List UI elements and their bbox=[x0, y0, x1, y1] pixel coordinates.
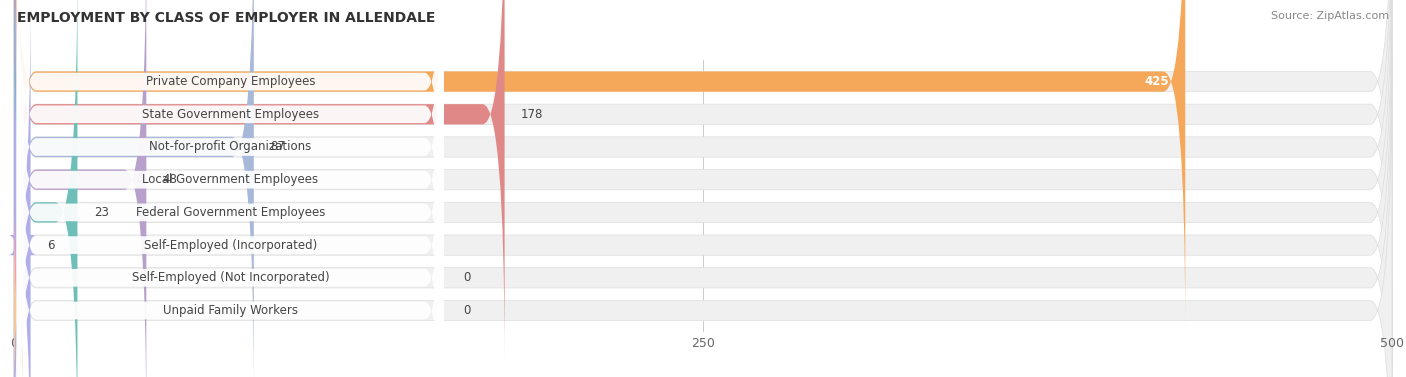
Text: Local Government Employees: Local Government Employees bbox=[142, 173, 318, 186]
FancyBboxPatch shape bbox=[17, 90, 444, 377]
FancyBboxPatch shape bbox=[14, 59, 1392, 377]
FancyBboxPatch shape bbox=[14, 0, 254, 377]
FancyBboxPatch shape bbox=[14, 0, 1185, 333]
Text: 0: 0 bbox=[463, 271, 471, 284]
Text: 87: 87 bbox=[270, 141, 285, 153]
Text: State Government Employees: State Government Employees bbox=[142, 108, 319, 121]
Text: Unpaid Family Workers: Unpaid Family Workers bbox=[163, 304, 298, 317]
Text: 425: 425 bbox=[1144, 75, 1168, 88]
Text: Self-Employed (Not Incorporated): Self-Employed (Not Incorporated) bbox=[132, 271, 329, 284]
Text: Self-Employed (Incorporated): Self-Employed (Incorporated) bbox=[143, 239, 316, 251]
FancyBboxPatch shape bbox=[14, 0, 146, 377]
FancyBboxPatch shape bbox=[17, 25, 444, 377]
Text: Federal Government Employees: Federal Government Employees bbox=[136, 206, 325, 219]
FancyBboxPatch shape bbox=[14, 190, 22, 366]
Text: Private Company Employees: Private Company Employees bbox=[146, 75, 315, 88]
FancyBboxPatch shape bbox=[17, 0, 444, 334]
FancyBboxPatch shape bbox=[17, 0, 444, 367]
FancyBboxPatch shape bbox=[14, 0, 1392, 377]
Text: 6: 6 bbox=[48, 239, 55, 251]
FancyBboxPatch shape bbox=[14, 0, 505, 366]
FancyBboxPatch shape bbox=[17, 0, 444, 377]
Text: EMPLOYMENT BY CLASS OF EMPLOYER IN ALLENDALE: EMPLOYMENT BY CLASS OF EMPLOYER IN ALLEN… bbox=[17, 11, 436, 25]
FancyBboxPatch shape bbox=[17, 58, 444, 377]
Text: 178: 178 bbox=[522, 108, 544, 121]
FancyBboxPatch shape bbox=[14, 0, 1392, 377]
Text: Not-for-profit Organizations: Not-for-profit Organizations bbox=[149, 141, 312, 153]
FancyBboxPatch shape bbox=[8, 0, 37, 377]
Text: Source: ZipAtlas.com: Source: ZipAtlas.com bbox=[1271, 11, 1389, 21]
FancyBboxPatch shape bbox=[14, 0, 77, 377]
FancyBboxPatch shape bbox=[14, 0, 1392, 377]
FancyBboxPatch shape bbox=[14, 0, 1392, 377]
Text: 0: 0 bbox=[463, 304, 471, 317]
FancyBboxPatch shape bbox=[14, 0, 1392, 333]
Text: 48: 48 bbox=[163, 173, 177, 186]
FancyBboxPatch shape bbox=[17, 0, 444, 377]
FancyBboxPatch shape bbox=[17, 0, 444, 302]
FancyBboxPatch shape bbox=[14, 26, 1392, 377]
FancyBboxPatch shape bbox=[14, 0, 1392, 366]
FancyBboxPatch shape bbox=[14, 222, 22, 377]
Text: 23: 23 bbox=[94, 206, 108, 219]
